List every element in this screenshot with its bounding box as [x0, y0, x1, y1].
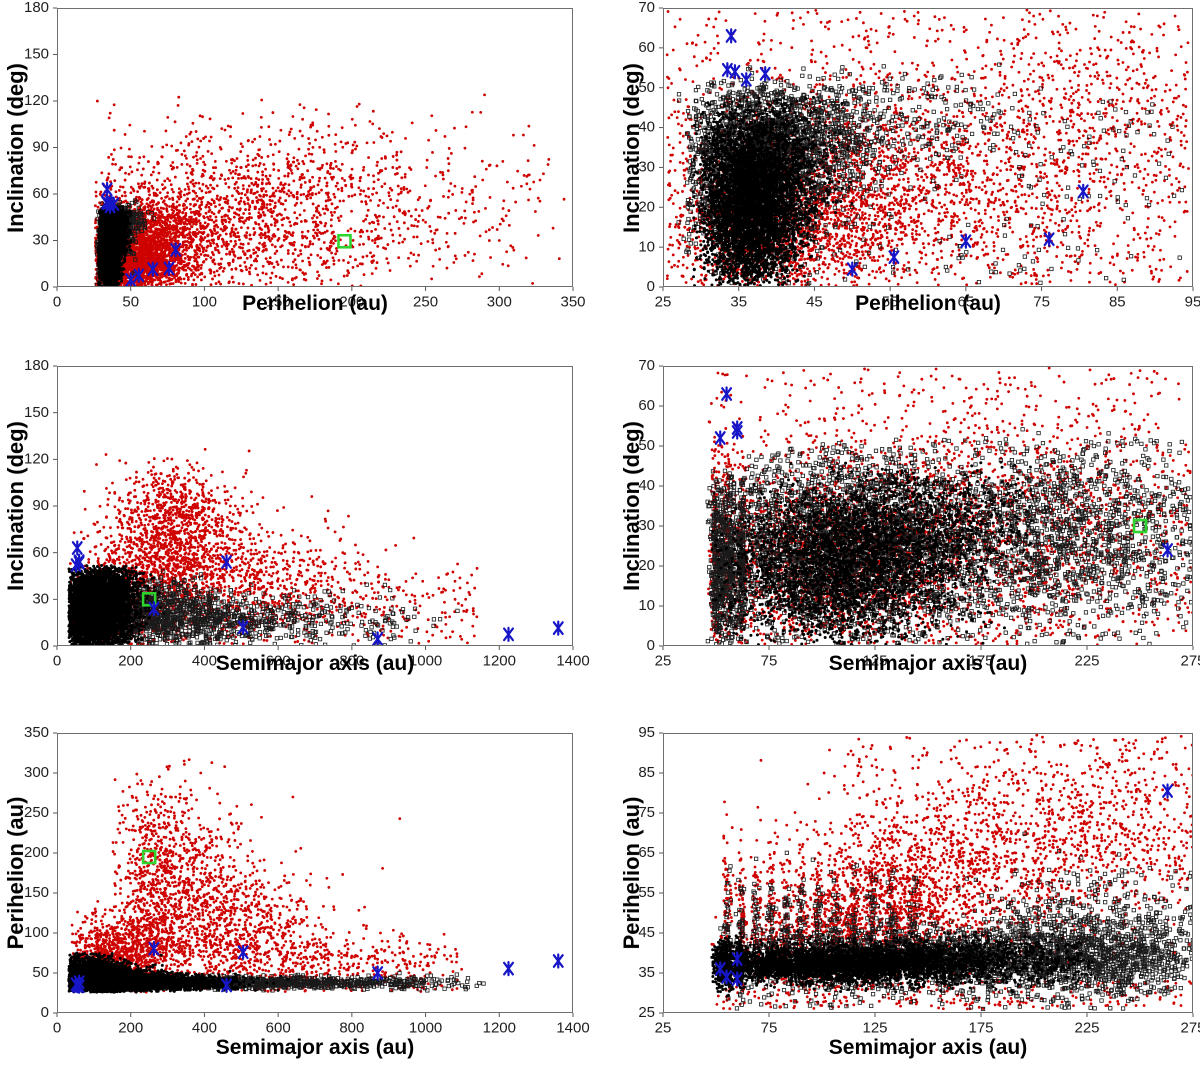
- y-axis-label: Perihelion (au): [3, 796, 28, 950]
- x-axis-label: Perihelion (au): [242, 292, 388, 315]
- panel-semimajor-perihelion-wide: Perihelion (au) Semimajor axis (au): [0, 710, 600, 1067]
- x-axis-label: Semimajor axis (au): [828, 652, 1028, 675]
- y-axis-label: Inclination (deg): [3, 421, 28, 591]
- x-axis-label: Semimajor axis (au): [828, 1036, 1028, 1059]
- semimajor-inclination-wide-canvas: [0, 355, 600, 710]
- x-axis-label: Perihelion (au): [855, 292, 1001, 315]
- panel-perihelion-inclination-zoom: Inclination (deg) Perihelion (au): [600, 0, 1200, 355]
- semimajor-inclination-zoom-canvas: [600, 355, 1200, 710]
- perihelion-inclination-wide-canvas: [0, 0, 600, 355]
- x-axis-label: Semimajor axis (au): [215, 652, 415, 675]
- y-axis-label: Inclination (deg): [619, 62, 644, 233]
- y-axis-label: Inclination (deg): [619, 421, 644, 591]
- x-axis-label: Semimajor axis (au): [215, 1036, 415, 1059]
- semimajor-perihelion-wide-canvas: [0, 710, 600, 1067]
- panel-perihelion-inclination-wide: Inclination (deg) Perihelion (au): [0, 0, 600, 355]
- perihelion-inclination-zoom-canvas: [600, 0, 1200, 355]
- y-axis-label: Inclination (deg): [3, 62, 28, 233]
- panel-semimajor-inclination-wide: Inclination (deg) Semimajor axis (au): [0, 355, 600, 710]
- y-axis-label: Perihelion (au): [619, 796, 644, 950]
- semimajor-perihelion-zoom-canvas: [600, 710, 1200, 1067]
- panel-semimajor-inclination-zoom: Inclination (deg) Semimajor axis (au): [600, 355, 1200, 710]
- panel-semimajor-perihelion-zoom: Perihelion (au) Semimajor axis (au): [600, 710, 1200, 1067]
